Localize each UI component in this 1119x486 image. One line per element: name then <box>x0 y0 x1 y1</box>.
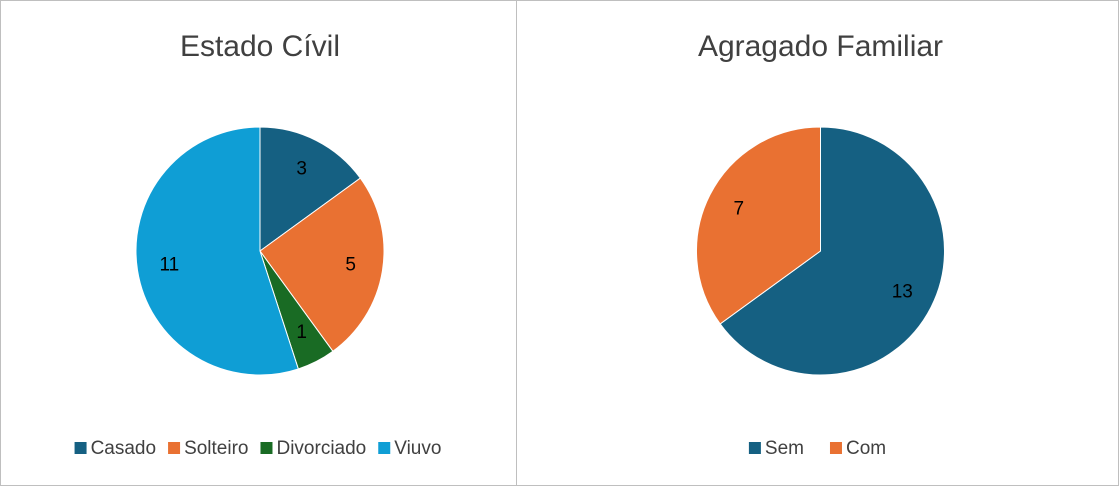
legend-label: Divorciado <box>276 438 366 459</box>
legend-label: Casado <box>91 438 157 459</box>
legend-swatch <box>378 442 391 454</box>
legend-swatch <box>168 442 181 454</box>
data-label: 5 <box>345 254 356 275</box>
legend-swatch <box>829 442 842 454</box>
legend-label: Com <box>846 438 886 459</box>
data-label: 7 <box>733 198 744 219</box>
legend-label: Viuvo <box>394 438 441 459</box>
data-label: 13 <box>892 282 913 303</box>
legend-swatch <box>748 442 761 454</box>
legend-label: Solteiro <box>184 438 248 459</box>
pie-slice <box>259 126 362 252</box>
pie-slice <box>135 126 299 376</box>
chart-title: Estado Cívil <box>180 30 340 63</box>
legend-swatch <box>260 442 273 454</box>
pie-slice <box>696 126 821 325</box>
data-label: 11 <box>160 254 180 275</box>
chart-title: Agragado Familiar <box>698 30 943 63</box>
legend-label: Sem <box>765 438 804 459</box>
legend-swatch <box>74 442 87 454</box>
data-label: 1 <box>296 322 307 343</box>
pie-slice <box>719 126 945 376</box>
data-label: 3 <box>296 158 307 179</box>
pie-slice <box>259 177 385 353</box>
